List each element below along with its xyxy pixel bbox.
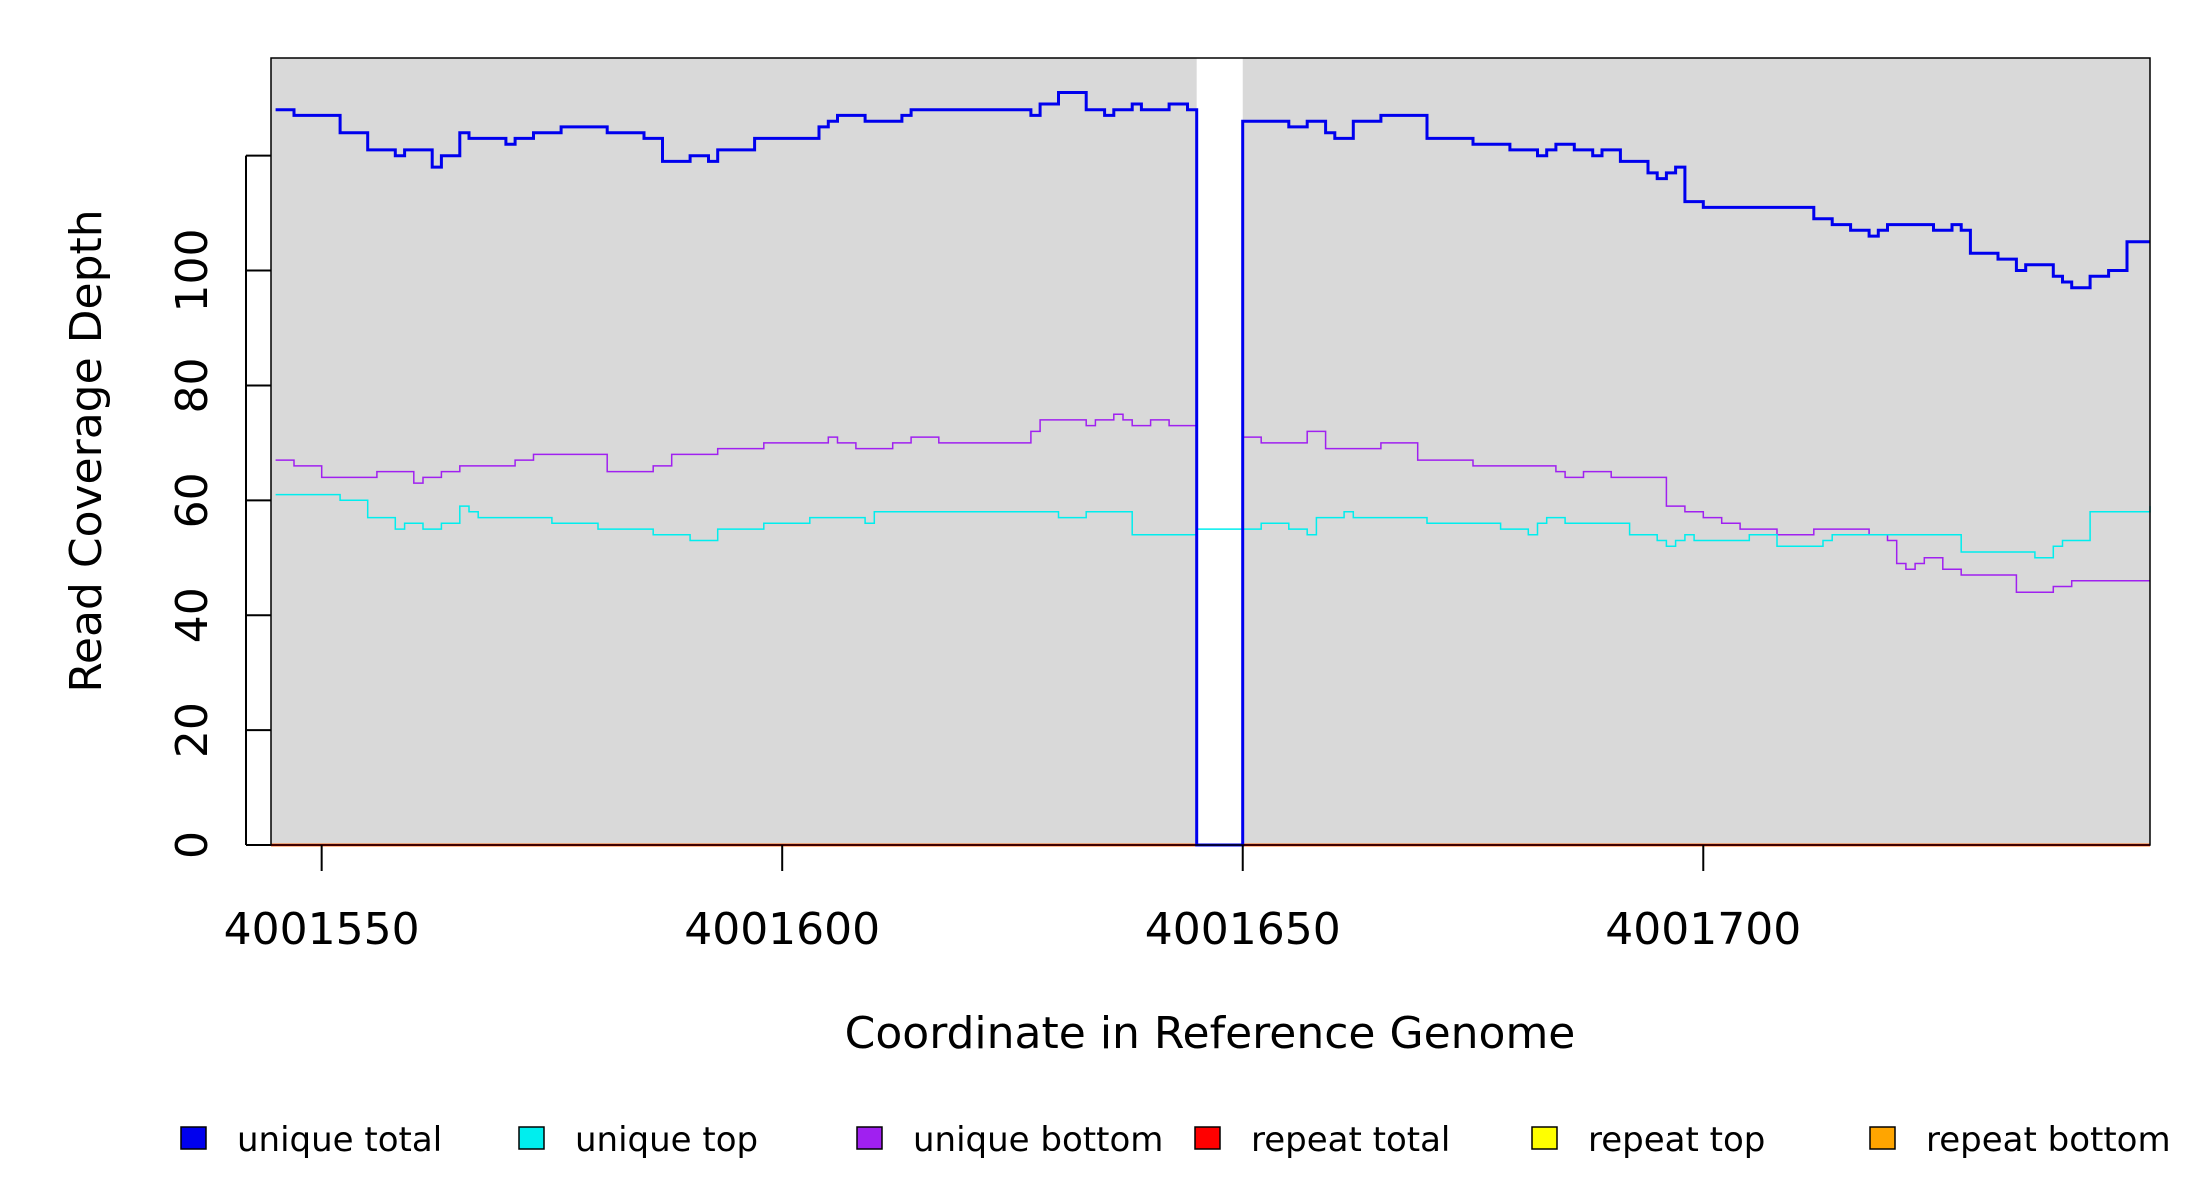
legend-swatch [518,1126,545,1150]
coverage-gap [1196,58,1243,845]
legend-label: repeat top [1588,1120,1765,1160]
legend-label: repeat bottom [1926,1120,2171,1160]
series-line-unique-bottom [275,413,2150,846]
legend-swatch [180,1126,207,1150]
x-tick-label: 4001650 [1145,904,1341,955]
legend-swatch [1194,1126,1221,1150]
y-tick-label: 100 [167,229,218,313]
y-tick-label: 40 [167,587,218,643]
legend-swatch [856,1126,883,1150]
y-tick-label: 20 [167,702,218,758]
x-tick-label: 4001700 [1605,904,1801,955]
y-tick-label: 60 [167,472,218,528]
legend-swatch [1869,1126,1896,1150]
legend-label: unique top [575,1120,758,1160]
legend-swatch [1531,1126,1558,1150]
legend: unique total unique top unique bottom repea… [180,1120,2171,1160]
legend-label: unique total [237,1120,442,1160]
y-tick-label: 0 [167,831,218,859]
series-line-unique-top [275,493,2151,559]
y-axis: 0 20 40 60 80 100 [167,154,271,859]
legend-label: unique bottom [913,1120,1163,1160]
x-axis-title: Coordinate in Reference Genome [845,1008,1576,1059]
plot-frame [270,57,2151,846]
x-axis: 4001550 4001600 4001650 4001700 [224,845,1801,955]
legend-label: repeat total [1251,1120,1450,1160]
y-axis-title: Read Coverage Depth [61,209,112,692]
x-tick-label: 4001600 [684,904,880,955]
series-line-unique-total [275,91,2150,847]
x-tick-label: 4001550 [224,904,420,955]
y-tick-label: 80 [167,357,218,413]
